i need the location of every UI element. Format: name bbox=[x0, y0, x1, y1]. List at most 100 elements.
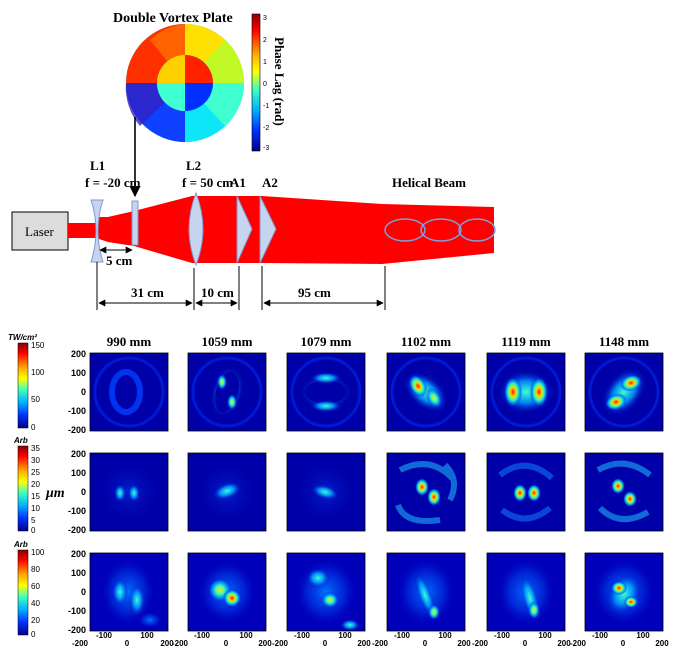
panel-r3-c3 bbox=[287, 553, 365, 631]
x-tick: 0 bbox=[523, 639, 528, 648]
x-tick: -200 bbox=[272, 639, 289, 648]
panel-r1-c4 bbox=[387, 353, 465, 431]
colorbar-row3: Arb 100 80 60 40 20 0 bbox=[13, 540, 45, 639]
x-tick: -100 bbox=[394, 631, 411, 640]
x-tick: -100 bbox=[194, 631, 211, 640]
column-title: 1059 mm bbox=[202, 334, 253, 349]
panel-r3-c5 bbox=[487, 553, 565, 631]
y-tick: 100 bbox=[71, 368, 86, 378]
dist-95cm: 95 cm bbox=[298, 285, 331, 300]
plate-title: Double Vortex Plate bbox=[113, 11, 233, 26]
colorbar-tick: 100 bbox=[31, 368, 45, 377]
column-title: 1148 mm bbox=[599, 334, 649, 349]
colorbar-tick: 150 bbox=[31, 341, 45, 350]
x-tick: 200 bbox=[160, 639, 174, 648]
y-tick: -200 bbox=[68, 525, 86, 535]
column-title: 1102 mm bbox=[401, 334, 451, 349]
colorbar-tick: 0 bbox=[31, 630, 36, 639]
phase-tick: 2 bbox=[263, 37, 267, 44]
panel-r1-c1 bbox=[90, 353, 168, 431]
colorbar-tick: 0 bbox=[31, 526, 36, 535]
phase-tick: -1 bbox=[263, 103, 269, 110]
helical-label: Helical Beam bbox=[392, 175, 466, 190]
y-tick: 0 bbox=[81, 387, 86, 397]
panel-r2-c4 bbox=[387, 453, 465, 531]
y-tick: 100 bbox=[71, 468, 86, 478]
x-tick: -200 bbox=[372, 639, 389, 648]
colorbar-tick: 80 bbox=[31, 565, 40, 574]
panel-r3-c2 bbox=[188, 553, 266, 631]
x-tick: -200 bbox=[172, 639, 189, 648]
vortex-plate-disc bbox=[125, 24, 244, 142]
x-tick: -100 bbox=[592, 631, 609, 640]
axicon-a1 bbox=[236, 195, 253, 264]
a1-label: A1 bbox=[230, 175, 246, 190]
helical-ring bbox=[458, 218, 496, 242]
dist-5cm: 5 cm bbox=[106, 253, 133, 268]
x-tick: -200 bbox=[570, 639, 587, 648]
y-tick: 0 bbox=[81, 587, 86, 597]
colorbar-unit: Arb bbox=[13, 436, 28, 445]
l1-label: L1 bbox=[90, 158, 105, 173]
vortex-plate-optic bbox=[131, 200, 139, 246]
panel-r1-c5 bbox=[487, 353, 565, 431]
colorbar-tick: 20 bbox=[31, 480, 40, 489]
colorbar-tick: 100 bbox=[31, 548, 45, 557]
colorbar-tick: 50 bbox=[31, 395, 40, 404]
colorbar-tick: 0 bbox=[31, 423, 36, 432]
colorbar-tick: 20 bbox=[31, 616, 40, 625]
x-tick: 200 bbox=[655, 639, 669, 648]
panel-r2-c1 bbox=[90, 453, 168, 531]
x-tick: -100 bbox=[294, 631, 311, 640]
laser-beam bbox=[68, 196, 494, 264]
y-tick: -200 bbox=[68, 625, 86, 635]
x-tick: 100 bbox=[438, 631, 452, 640]
lens-l1 bbox=[90, 199, 104, 263]
colorbar-tick: 35 bbox=[31, 444, 40, 453]
x-tick: -100 bbox=[494, 631, 511, 640]
phase-label: Phase Lag (rad) bbox=[272, 37, 287, 126]
panel-r1-c2 bbox=[188, 353, 266, 431]
l2-label: L2 bbox=[186, 158, 201, 173]
colorbar-row1: TW/cm² 150 100 50 0 bbox=[8, 333, 45, 432]
profile-grid: 990 mm 1059 mm 1079 mm 1102 mm 1119 mm 1… bbox=[8, 333, 669, 648]
y-tick: -100 bbox=[68, 406, 86, 416]
x-tick: 100 bbox=[239, 631, 253, 640]
y-unit: μm bbox=[45, 486, 65, 501]
x-tick: 200 bbox=[258, 639, 272, 648]
x-tick: -200 bbox=[472, 639, 489, 648]
panel-r2-c2 bbox=[188, 453, 266, 531]
panel-r2-c5 bbox=[487, 453, 565, 531]
x-tick: 100 bbox=[636, 631, 650, 640]
panel-r3-c1 bbox=[90, 553, 168, 631]
x-tick: 0 bbox=[423, 639, 428, 648]
column-title: 1079 mm bbox=[301, 334, 352, 349]
setup-diagram: Double Vortex Plate 3 2 1 0 -1 -2 bbox=[11, 11, 496, 310]
colorbar-tick: 40 bbox=[31, 599, 40, 608]
colorbar-tick: 60 bbox=[31, 582, 40, 591]
y-tick: 200 bbox=[71, 549, 86, 559]
phase-tick: 1 bbox=[263, 59, 267, 66]
colorbar-unit: Arb bbox=[13, 540, 28, 549]
a2-label: A2 bbox=[262, 175, 278, 190]
colorbar-tick: 10 bbox=[31, 504, 40, 513]
y-tick: -200 bbox=[68, 425, 86, 435]
x-tick: -100 bbox=[96, 631, 113, 640]
x-tick: 0 bbox=[621, 639, 626, 648]
dist-31cm: 31 cm bbox=[131, 285, 164, 300]
colorbar-row2: Arb 35 30 25 20 15 10 5 0 bbox=[13, 436, 40, 535]
panel-r3-c6 bbox=[585, 553, 663, 631]
dist-10cm: 10 cm bbox=[201, 285, 234, 300]
colorbar-tick: 5 bbox=[31, 516, 36, 525]
panel-r1-c6 bbox=[585, 353, 663, 431]
x-tick: 100 bbox=[140, 631, 154, 640]
y-tick: 100 bbox=[71, 568, 86, 578]
phase-tick: -3 bbox=[263, 145, 269, 152]
x-tick: -200 bbox=[72, 639, 89, 648]
colorbar-tick: 15 bbox=[31, 492, 40, 501]
x-tick: 0 bbox=[323, 639, 328, 648]
panel-r2-c6 bbox=[585, 453, 663, 531]
x-tick: 200 bbox=[457, 639, 471, 648]
colorbar-tick: 25 bbox=[31, 468, 40, 477]
column-title: 1119 mm bbox=[501, 334, 551, 349]
